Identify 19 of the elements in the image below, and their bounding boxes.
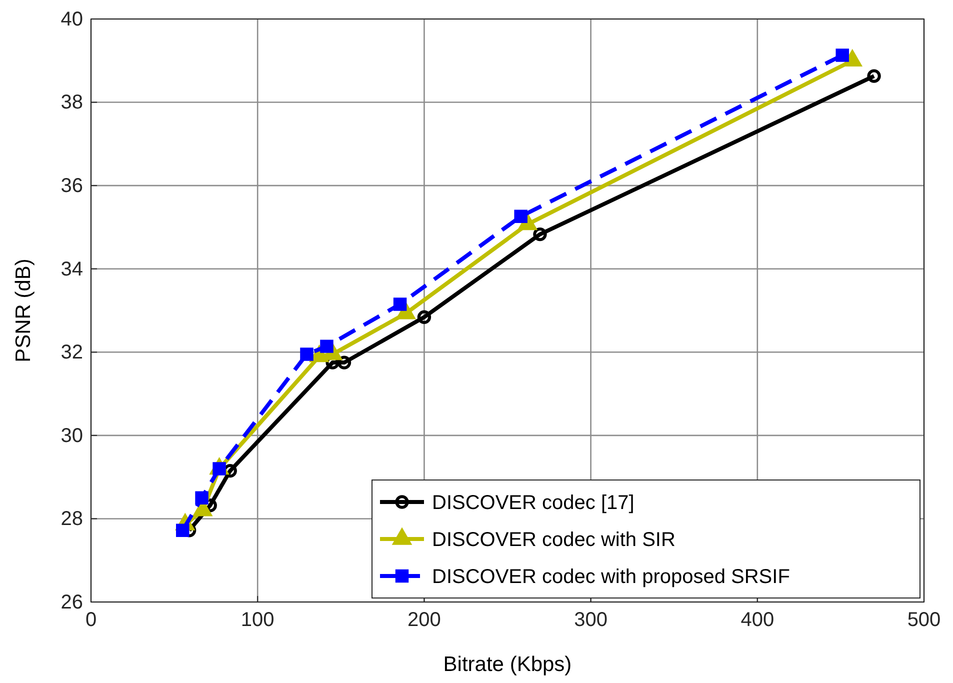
y-tick-label: 34 bbox=[60, 258, 83, 280]
y-axis-title: PSNR (dB) bbox=[12, 258, 35, 362]
y-tick-label: 36 bbox=[60, 174, 83, 197]
x-tick-label: 100 bbox=[240, 609, 274, 632]
x-axis-title: Bitrate (Kbps) bbox=[443, 653, 572, 676]
legend-label: DISCOVER codec [17] bbox=[432, 492, 634, 514]
y-tick-label: 26 bbox=[60, 591, 83, 614]
y-tick-label: 38 bbox=[60, 92, 83, 114]
y-tick-label: 30 bbox=[60, 424, 83, 447]
legend-label: DISCOVER codec with proposed SRSIF bbox=[432, 566, 790, 588]
x-tick-label: 400 bbox=[740, 609, 774, 632]
y-tick-label: 32 bbox=[60, 342, 83, 364]
y-tick-label: 40 bbox=[60, 8, 83, 30]
x-tick-label: 0 bbox=[85, 609, 97, 632]
legend-label: DISCOVER codec with SIR bbox=[432, 529, 676, 551]
y-tick-label: 28 bbox=[60, 508, 83, 530]
x-tick-label: 500 bbox=[907, 609, 941, 632]
x-tick-label: 300 bbox=[574, 609, 608, 632]
x-tick-label: 200 bbox=[408, 609, 441, 632]
